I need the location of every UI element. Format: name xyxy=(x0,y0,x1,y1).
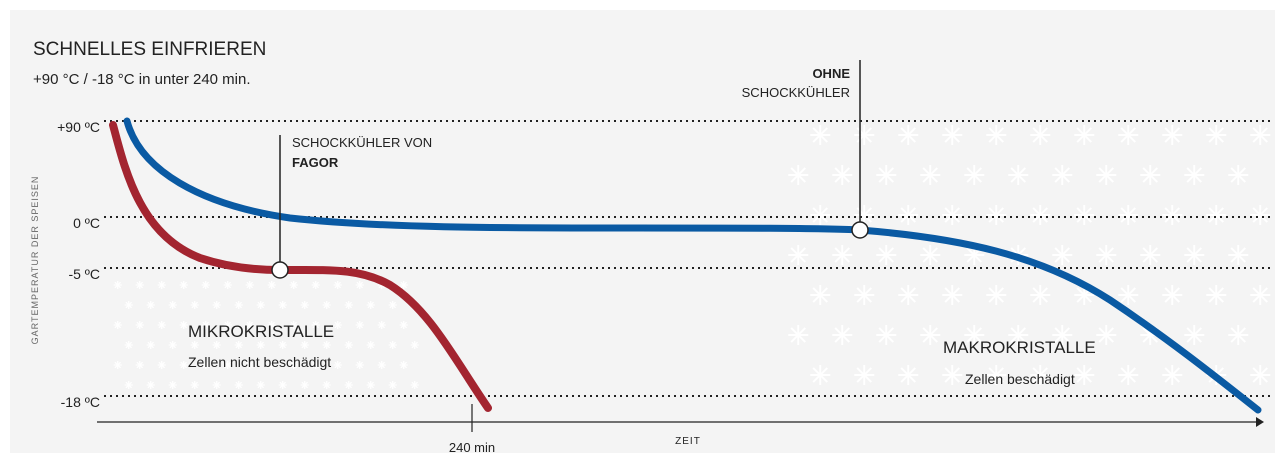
y-axis-label: GARTEMPERATUR DER SPEISEN xyxy=(30,176,40,345)
subtitle: +90 °C / -18 °C in unter 240 min. xyxy=(33,71,251,88)
region-text: Zellen beschädigt xyxy=(965,371,1075,387)
region-text: Zellen nicht beschädigt xyxy=(188,354,331,370)
y-level-label: +90 ºC xyxy=(57,119,100,135)
y-level-label: 0 ºC xyxy=(73,215,100,231)
marker xyxy=(852,222,868,238)
annotation: OHNE xyxy=(812,66,850,81)
annotation: FAGOR xyxy=(292,155,339,170)
x-axis-label: ZEIT xyxy=(675,436,701,447)
annotation: SCHOCKKÜHLER xyxy=(742,85,850,100)
region-title: MIKROKRISTALLE xyxy=(188,322,334,341)
y-level-label: -18 ºC xyxy=(61,394,100,410)
title: SCHNELLES EINFRIEREN xyxy=(33,39,266,60)
annotation: SCHOCKKÜHLER VON xyxy=(292,135,432,150)
infographic: SCHNELLES EINFRIEREN +90 °C / -18 °C in … xyxy=(0,0,1285,453)
y-level-label: -5 ºC xyxy=(68,266,100,282)
time-marker-label: 240 min xyxy=(449,440,495,453)
marker xyxy=(272,262,288,278)
region-title: MAKROKRISTALLE xyxy=(943,338,1096,357)
